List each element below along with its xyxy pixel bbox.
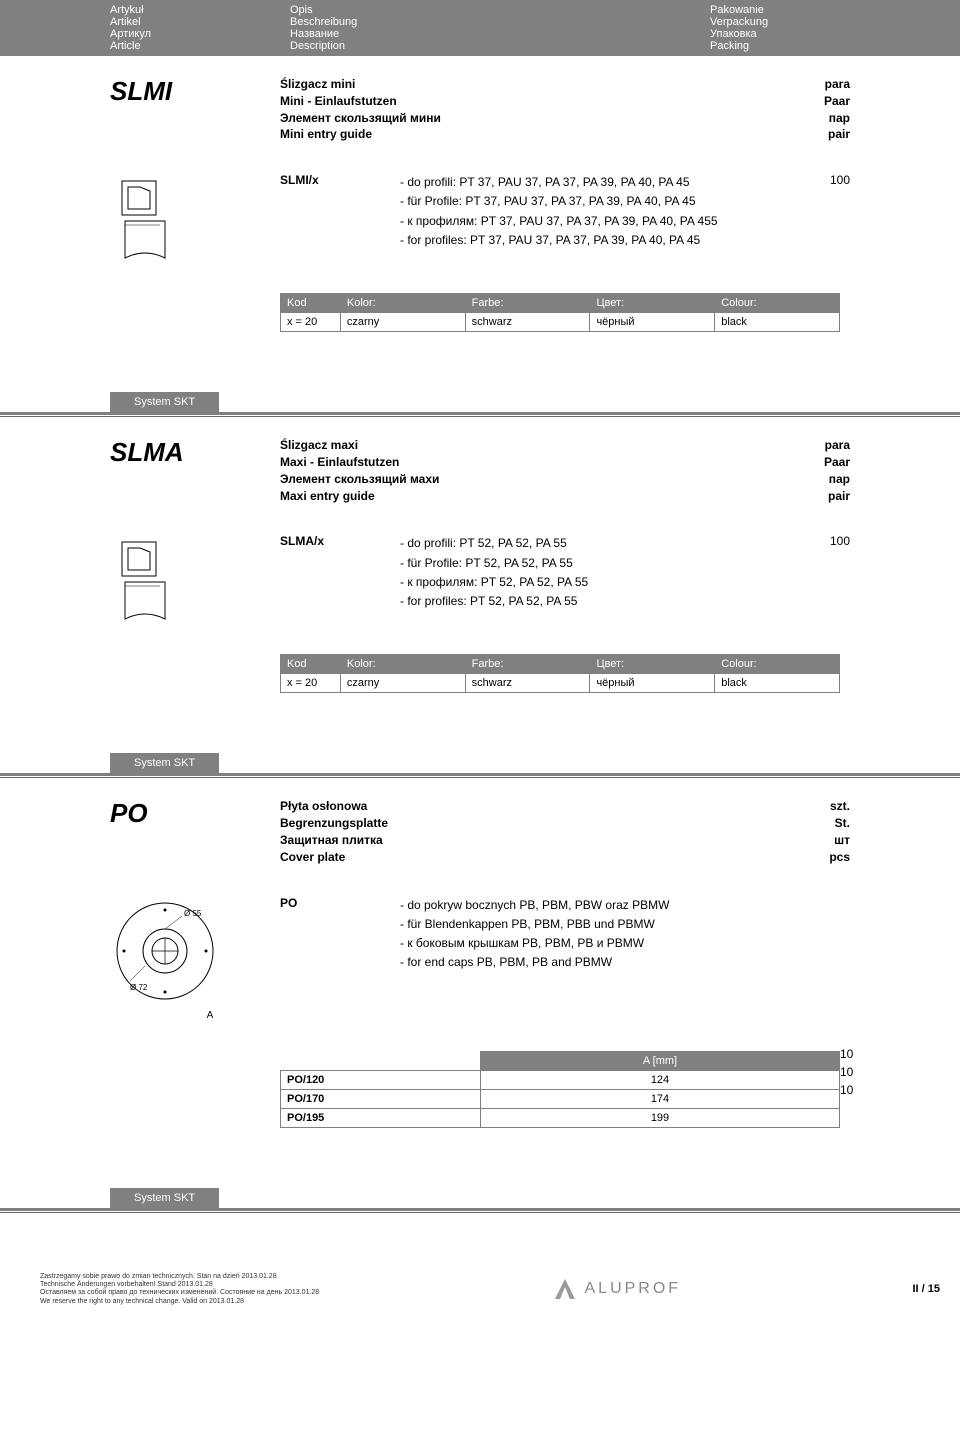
po-size-table: A [mm] PO/120 124 PO/170 174 PO/195 199 (280, 1051, 840, 1128)
slmi-drawing-icon (110, 173, 200, 263)
slma-code: SLMA (110, 437, 280, 468)
po-dim-label: A (140, 1010, 280, 1021)
footer-disclaimer: Zastrzegamy sobie prawo do zmian technic… (20, 1273, 319, 1307)
svg-text:Ø 72: Ø 72 (130, 983, 148, 992)
slma-drawing-icon (110, 534, 200, 624)
po-size-qty: 10 10 10 (840, 1021, 853, 1128)
system-separator: System SKT (0, 392, 960, 417)
system-separator: System SKT (0, 1188, 960, 1213)
svg-text:Ø 55: Ø 55 (184, 909, 202, 918)
page-number: II / 15 (912, 1283, 940, 1295)
slmi-desc: Ślizgacz mini Mini - Einlaufstutzen Элем… (280, 76, 770, 143)
slma-qty: 100 (770, 534, 850, 548)
po-section: PO Płyta osłonowa Begrenzungsplatte Защи… (0, 798, 960, 1127)
slmi-section: SLMI Ślizgacz mini Mini - Einlaufstutzen… (0, 76, 960, 332)
slma-profiles: - do profili: PT 52, PA 52, PA 55 - für … (400, 534, 770, 611)
slmi-pack: para Paar пар pair (770, 76, 850, 143)
slma-variant: SLMA/x (280, 534, 400, 611)
po-desc: Płyta osłonowa Begrenzungsplatte Защитна… (280, 798, 770, 865)
page-footer: Zastrzegamy sobie prawo do zmian technic… (0, 1273, 960, 1317)
slmi-profiles: - do profili: PT 37, PAU 37, PA 37, PA 3… (400, 173, 770, 250)
table-row: PO/195 199 (281, 1108, 840, 1127)
slma-section: SLMA Ślizgacz maxi Maxi - Einlaufstutzen… (0, 437, 960, 693)
header-packing: Pakowanie Verpackung Упаковка Packing (700, 4, 850, 52)
system-separator: System SKT (0, 753, 960, 778)
po-variant: PO (280, 896, 400, 973)
slmi-color-table: Kod Kolor: Farbe: Цвет: Colour: x = 20 c… (280, 293, 840, 332)
catalog-header: Artykuł Artikel Артикул Article Opis Bes… (0, 0, 960, 56)
slma-desc: Ślizgacz maxi Maxi - Einlaufstutzen Элем… (280, 437, 770, 504)
po-pack: szt. St. шт pcs (770, 798, 850, 865)
table-row: x = 20 czarny schwarz чёрный black (281, 674, 840, 693)
table-row: PO/170 174 (281, 1089, 840, 1108)
po-profiles: - do pokryw bocznych PB, PBM, PBW oraz P… (400, 896, 770, 973)
po-drawing-icon: Ø 55 Ø 72 (110, 896, 220, 1006)
slmi-code: SLMI (110, 76, 280, 107)
aluprof-logo: ALUPROF (551, 1275, 682, 1303)
table-row: PO/120 124 (281, 1070, 840, 1089)
table-row: x = 20 czarny schwarz чёрный black (281, 313, 840, 332)
slma-color-table: Kod Kolor: Farbe: Цвет: Colour: x = 20 c… (280, 654, 840, 693)
header-description: Opis Beschreibung Название Description (280, 4, 700, 52)
header-article: Artykuł Artikel Артикул Article (100, 4, 280, 52)
po-code: PO (110, 798, 280, 829)
slma-pack: para Paar пар pair (770, 437, 850, 504)
slmi-variant: SLMI/x (280, 173, 400, 250)
slmi-qty: 100 (770, 173, 850, 187)
